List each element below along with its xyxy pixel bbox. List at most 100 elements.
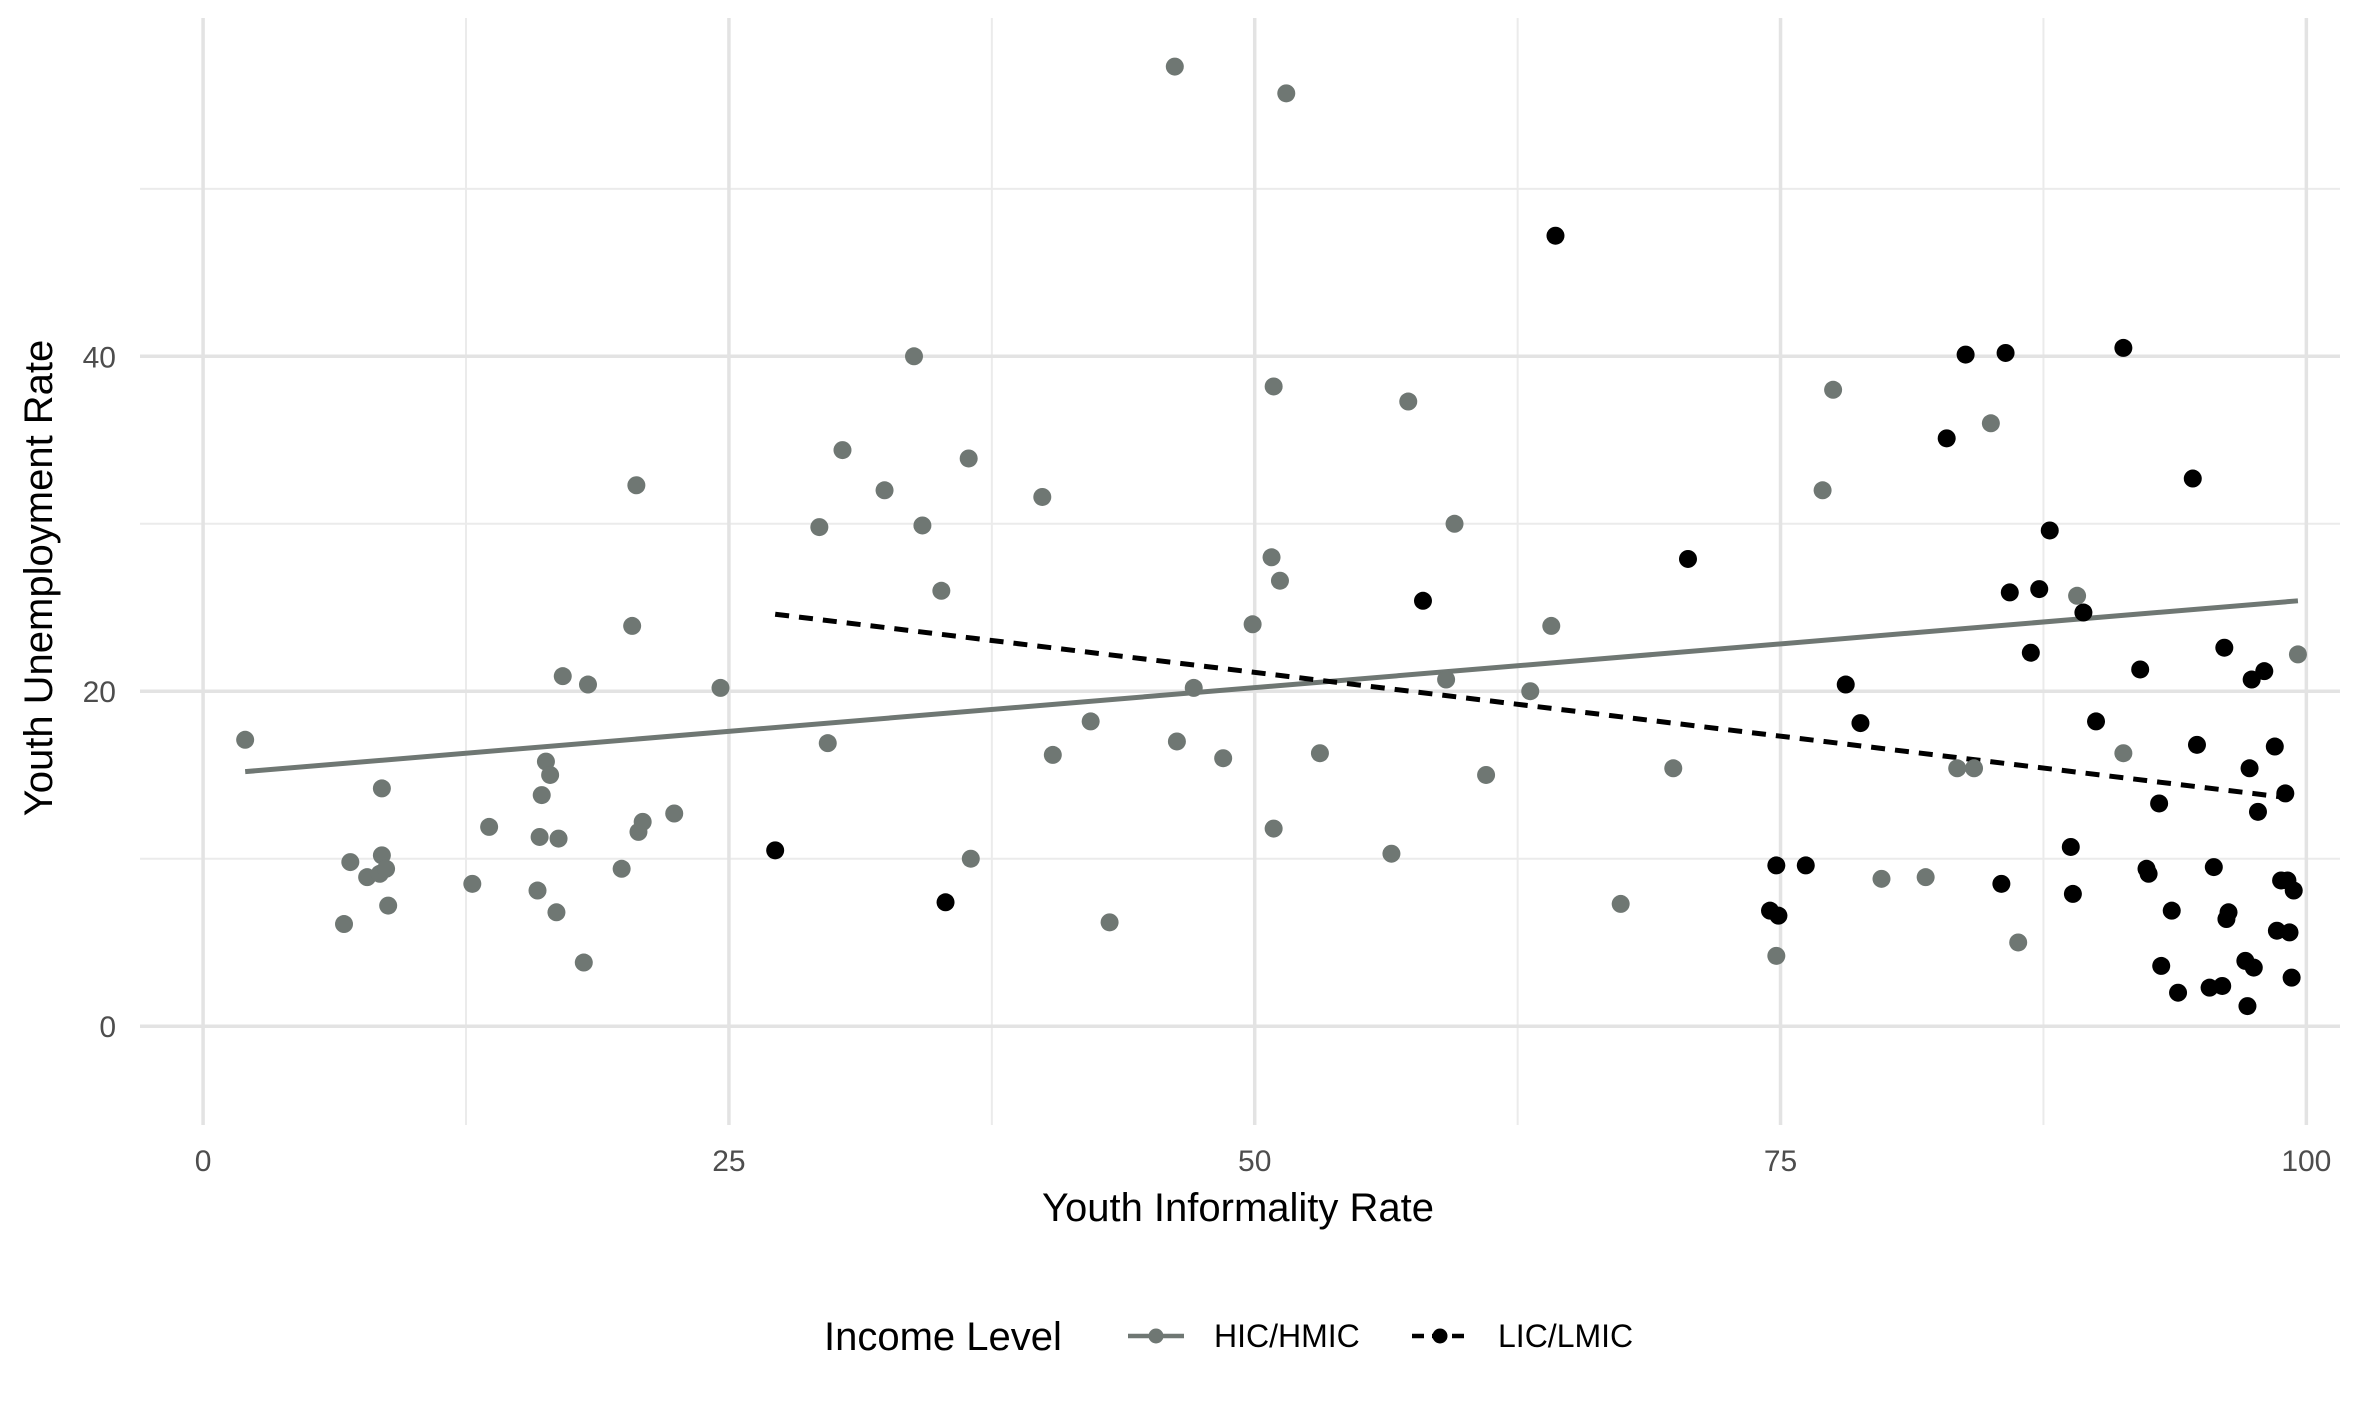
point-hic: [1399, 392, 1418, 411]
point-hic: [1184, 678, 1203, 697]
point-lic: [2162, 901, 2181, 920]
y-tick-label: 20: [83, 676, 116, 709]
point-hic: [547, 903, 566, 922]
point-hic: [1767, 946, 1786, 965]
trend-line-lic: [774, 611, 2295, 801]
point-hic: [1437, 670, 1456, 689]
point-lic: [2131, 660, 2150, 679]
point-lic: [1796, 856, 1815, 875]
point-hic: [623, 616, 642, 635]
legend-label-lic: LIC/LMIC: [1498, 1318, 1633, 1354]
point-hic: [932, 581, 951, 600]
point-hic: [1243, 615, 1262, 634]
point-hic: [1611, 894, 1630, 913]
point-hic: [1264, 377, 1283, 396]
point-hic: [875, 481, 894, 500]
point-lic: [2204, 858, 2223, 877]
point-lic: [2284, 881, 2303, 900]
point-lic: [1836, 675, 1855, 694]
point-lic: [1992, 874, 2011, 893]
point-hic: [1948, 759, 1967, 778]
legend-key-lic-dot: [1432, 1328, 1448, 1344]
legend-key-lic: [1412, 1328, 1468, 1344]
point-hic: [833, 441, 852, 460]
point-hic: [1033, 487, 1052, 506]
point-lic: [1546, 226, 1565, 245]
point-lic: [1769, 906, 1788, 925]
point-hic: [1916, 868, 1935, 887]
point-hic: [1981, 414, 2000, 433]
trend-line-hic: [244, 598, 2299, 775]
point-hic: [532, 786, 551, 805]
point-hic: [372, 779, 391, 798]
point-hic: [2114, 744, 2133, 763]
point-lic: [2074, 603, 2093, 622]
x-axis-title: Youth Informality Rate: [1042, 1186, 1434, 1230]
point-hic: [1262, 548, 1281, 567]
point-lic: [2150, 794, 2169, 813]
point-hic: [1264, 819, 1283, 838]
point-lic: [2238, 997, 2257, 1016]
point-hic: [1277, 84, 1296, 103]
point-hic: [2068, 586, 2087, 605]
point-hic: [553, 667, 572, 686]
point-lic: [1413, 591, 1432, 610]
y-axis-title: Youth Unemployment Rate: [17, 340, 61, 817]
y-tick-label: 40: [83, 341, 116, 374]
point-hic: [335, 915, 354, 934]
point-hic: [612, 859, 631, 878]
point-lic: [1937, 429, 1956, 448]
point-hic: [1081, 712, 1100, 731]
point-hic: [665, 804, 684, 823]
point-hic: [1664, 759, 1683, 778]
x-tick-labels: 0 25 50 75 100: [195, 1145, 2332, 1178]
point-lic: [1767, 856, 1786, 875]
y-tick-labels: 0 20 40: [83, 341, 116, 1044]
point-hic: [904, 347, 923, 366]
point-hic: [377, 859, 396, 878]
y-tick-label: 0: [99, 1011, 116, 1044]
point-hic: [1965, 759, 1984, 778]
point-lic: [2114, 338, 2133, 357]
point-lic: [1956, 345, 1975, 364]
legend-key-hic-dot: [1148, 1328, 1164, 1344]
point-hic: [341, 853, 360, 872]
point-lic: [2021, 643, 2040, 662]
point-hic: [1270, 571, 1289, 590]
point-lic: [2276, 784, 2295, 803]
point-lic: [2240, 759, 2259, 778]
legend-title: Income Level: [824, 1315, 1062, 1359]
point-hic: [818, 734, 837, 753]
point-hic: [1542, 616, 1561, 635]
x-tick-label: 25: [712, 1145, 745, 1178]
legend: Income Level HIC/HMIC LIC/LMIC: [824, 1315, 1633, 1359]
point-lic: [2187, 735, 2206, 754]
point-hic: [578, 675, 597, 694]
point-hic: [574, 953, 593, 972]
point-hic: [2288, 645, 2307, 664]
x-tick-label: 75: [1764, 1145, 1797, 1178]
point-hic: [1214, 749, 1233, 768]
point-lic: [2000, 583, 2019, 602]
x-tick-label: 50: [1238, 1145, 1271, 1178]
point-lic: [2152, 956, 2171, 975]
point-lic: [936, 893, 955, 912]
point-lic: [2087, 712, 2106, 731]
point-hic: [810, 518, 829, 537]
point-hic: [480, 817, 499, 836]
trend-lines: [244, 598, 2299, 801]
point-hic: [627, 476, 646, 495]
point-lic: [2255, 662, 2274, 681]
point-hic: [1813, 481, 1832, 500]
point-hic: [1167, 732, 1186, 751]
point-lic: [2183, 469, 2202, 488]
point-lic: [2061, 837, 2080, 856]
point-lic: [2063, 884, 2082, 903]
point-hic: [1521, 682, 1540, 701]
point-lic: [766, 841, 785, 860]
point-lic: [2169, 983, 2188, 1002]
point-hic: [711, 678, 730, 697]
point-hic: [633, 812, 652, 831]
point-hic: [959, 449, 978, 468]
